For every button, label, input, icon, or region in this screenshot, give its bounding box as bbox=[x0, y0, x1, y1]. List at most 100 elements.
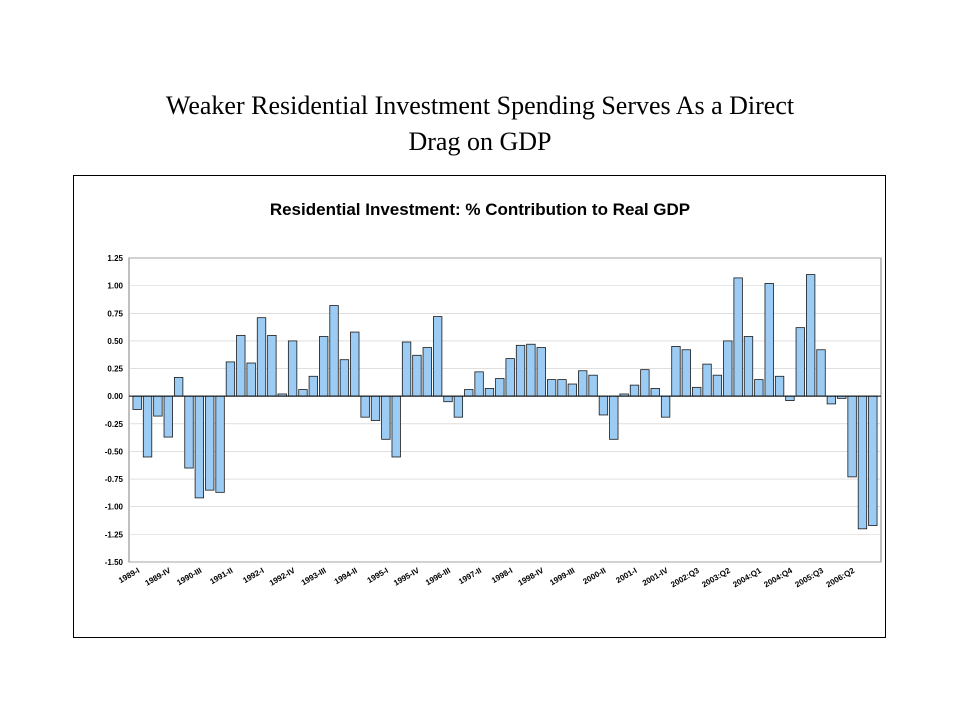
bar bbox=[464, 389, 474, 397]
bar bbox=[515, 344, 526, 397]
x-tick-label: 1992-I bbox=[241, 566, 265, 585]
bar bbox=[163, 395, 173, 438]
bar bbox=[391, 395, 401, 458]
bar bbox=[660, 395, 671, 418]
slide-title: Weaker Residential Investment Spending S… bbox=[60, 88, 900, 160]
bar bbox=[142, 395, 153, 458]
bar bbox=[173, 376, 184, 397]
bar bbox=[350, 331, 360, 397]
bar bbox=[598, 395, 609, 416]
bar bbox=[578, 370, 588, 397]
bar bbox=[557, 379, 567, 397]
bar bbox=[733, 277, 743, 397]
y-tick-label: -0.50 bbox=[105, 447, 124, 456]
y-tick-label: -0.75 bbox=[105, 475, 124, 484]
bar bbox=[205, 395, 215, 491]
bar bbox=[370, 395, 381, 421]
bar bbox=[308, 375, 318, 397]
bar bbox=[754, 379, 764, 397]
y-tick-label: 0.25 bbox=[107, 365, 123, 374]
bar bbox=[132, 395, 142, 410]
bar bbox=[153, 395, 163, 417]
bar bbox=[868, 395, 878, 526]
x-tick-label: 2001-I bbox=[614, 566, 638, 585]
x-tick-label: 1992-IV bbox=[268, 566, 297, 588]
x-tick-label: 1994-II bbox=[333, 566, 359, 586]
y-tick-label: 0.75 bbox=[107, 309, 123, 318]
bar bbox=[236, 334, 246, 397]
slide-title-line-2: Drag on GDP bbox=[408, 127, 552, 156]
bar bbox=[806, 274, 816, 397]
bar bbox=[495, 378, 505, 397]
bar bbox=[857, 395, 868, 530]
x-tick-label: 2001-IV bbox=[641, 566, 670, 588]
y-tick-label: -1.50 bbox=[105, 558, 124, 567]
y-tick-label: 0.00 bbox=[107, 392, 123, 401]
bar bbox=[774, 375, 785, 397]
bar bbox=[764, 283, 774, 397]
bar bbox=[360, 395, 370, 418]
bar bbox=[319, 336, 329, 397]
bar bbox=[381, 395, 391, 440]
bar bbox=[743, 336, 754, 397]
bar bbox=[526, 343, 536, 397]
bar bbox=[816, 349, 826, 397]
bar bbox=[640, 369, 650, 397]
x-tick-label: 1991-II bbox=[208, 566, 234, 586]
bar bbox=[412, 354, 422, 397]
bar bbox=[329, 305, 339, 397]
y-tick-label: 1.00 bbox=[107, 282, 123, 291]
bar bbox=[785, 395, 795, 401]
bar bbox=[246, 362, 256, 397]
bar bbox=[267, 334, 277, 397]
bar bbox=[256, 317, 267, 397]
chart-title: Residential Investment: % Contribution t… bbox=[270, 200, 690, 219]
bar bbox=[681, 349, 691, 397]
chart-frame: Residential Investment: % Contribution t… bbox=[73, 175, 886, 638]
bar bbox=[432, 316, 443, 397]
x-tick-label: 2005:Q3 bbox=[794, 566, 826, 590]
y-tick-label: -1.25 bbox=[105, 530, 124, 539]
x-tick-label: 1995-IV bbox=[392, 566, 421, 588]
x-tick-label: 1993-III bbox=[300, 566, 328, 587]
bar bbox=[505, 358, 515, 397]
bar bbox=[712, 374, 723, 397]
bar bbox=[650, 388, 660, 397]
bar bbox=[567, 383, 578, 397]
plot-border bbox=[128, 257, 882, 563]
slide-title-line-1: Weaker Residential Investment Spending S… bbox=[165, 91, 795, 120]
bar bbox=[215, 395, 225, 493]
bar bbox=[484, 388, 495, 397]
bar bbox=[184, 395, 194, 469]
x-tick-label: 1998-IV bbox=[517, 566, 546, 588]
bar bbox=[298, 389, 308, 397]
bar bbox=[795, 327, 805, 397]
x-tick-label: 1989-I bbox=[117, 566, 141, 585]
y-tick-label: -1.00 bbox=[105, 503, 124, 512]
bar bbox=[401, 341, 412, 397]
bar bbox=[225, 361, 236, 397]
bar bbox=[546, 379, 557, 397]
plot-area: 1.25 1.00 0.75 0.50 0.25 0.00 -0.25 -0.50 -0.75 -… bbox=[105, 254, 882, 590]
x-tick-label: 2003:Q2 bbox=[700, 566, 732, 590]
bar bbox=[536, 347, 546, 397]
x-tick-label: 1989-IV bbox=[144, 566, 173, 588]
bar bbox=[847, 395, 857, 478]
bar bbox=[629, 384, 640, 397]
y-tick-label: 0.50 bbox=[107, 337, 123, 346]
bar bbox=[422, 347, 432, 397]
residential-investment-chart: Residential Investment: % Contribution t… bbox=[105, 200, 882, 590]
y-tick-label: -0.25 bbox=[105, 420, 124, 429]
bar bbox=[588, 374, 598, 397]
bar bbox=[194, 395, 204, 499]
y-tick-label: 1.25 bbox=[107, 254, 123, 263]
x-tick-label: 2004:Q1 bbox=[731, 566, 763, 590]
bar bbox=[443, 395, 453, 403]
x-tick-label: 2004:Q4 bbox=[762, 566, 794, 590]
x-tick-label: 1996-III bbox=[424, 566, 452, 587]
x-tick-label: 1999-III bbox=[548, 566, 576, 587]
x-tick-label: 2000-II bbox=[581, 566, 607, 586]
x-tick-label: 1998-I bbox=[490, 566, 514, 585]
x-tick-label: 1990-III bbox=[175, 566, 203, 587]
bar bbox=[609, 395, 619, 440]
